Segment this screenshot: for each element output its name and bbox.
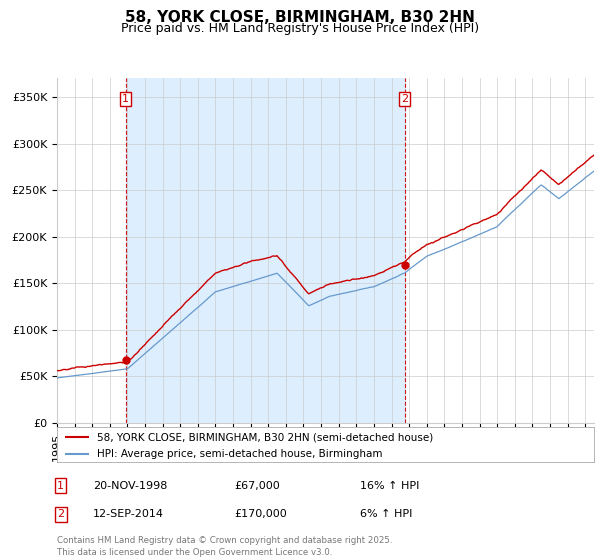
- Text: 58, YORK CLOSE, BIRMINGHAM, B30 2HN (semi-detached house): 58, YORK CLOSE, BIRMINGHAM, B30 2HN (sem…: [97, 432, 434, 442]
- Bar: [125, 78, 405, 423]
- Text: Price paid vs. HM Land Registry's House Price Index (HPI): Price paid vs. HM Land Registry's House …: [121, 22, 479, 35]
- Text: 12-SEP-2014: 12-SEP-2014: [93, 509, 164, 519]
- Text: 1: 1: [57, 480, 64, 491]
- Text: 6% ↑ HPI: 6% ↑ HPI: [360, 509, 412, 519]
- Text: £170,000: £170,000: [234, 509, 287, 519]
- Text: 16% ↑ HPI: 16% ↑ HPI: [360, 480, 419, 491]
- Text: 1: 1: [122, 94, 129, 104]
- Text: 20-NOV-1998: 20-NOV-1998: [93, 480, 167, 491]
- Text: £67,000: £67,000: [234, 480, 280, 491]
- Text: 2: 2: [57, 509, 64, 519]
- Text: HPI: Average price, semi-detached house, Birmingham: HPI: Average price, semi-detached house,…: [97, 449, 383, 459]
- Text: Contains HM Land Registry data © Crown copyright and database right 2025.
This d: Contains HM Land Registry data © Crown c…: [57, 536, 392, 557]
- Text: 58, YORK CLOSE, BIRMINGHAM, B30 2HN: 58, YORK CLOSE, BIRMINGHAM, B30 2HN: [125, 10, 475, 25]
- Text: 2: 2: [401, 94, 408, 104]
